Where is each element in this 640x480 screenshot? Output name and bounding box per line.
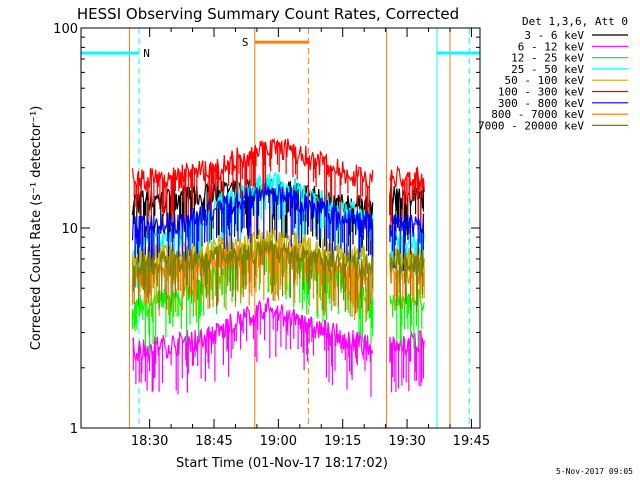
series-7000-20000-keV-keV: [131, 239, 425, 314]
legend-label: 25 - 50 keV: [511, 63, 584, 76]
series-300-800-keV-keV: [131, 182, 425, 275]
y-tick-label: 10: [61, 222, 78, 237]
annotation-label: N: [143, 47, 150, 60]
axes: 18:30 18:45 19:00 19:15 19:30 19:45 1 10 100: [53, 22, 490, 449]
annotation-layer: NS: [81, 36, 480, 60]
legend-label: 7000 - 20000 keV: [478, 119, 584, 132]
x-axis-label: Start Time (01-Nov-17 18:17:02): [176, 456, 388, 471]
series-trace: [131, 228, 374, 307]
legend-label: 3 - 6 keV: [524, 29, 584, 42]
x-tick-label: 19:00: [260, 434, 297, 449]
series-100-300-keV-keV: [131, 137, 425, 229]
series-trace: [131, 239, 374, 314]
chart-title: HESSI Observing Summary Count Rates, Cor…: [77, 5, 459, 23]
series-trace: [131, 137, 374, 228]
series-trace: [131, 182, 374, 275]
x-tick-label: 19:30: [388, 434, 425, 449]
legend-label: 50 - 100 keV: [505, 74, 585, 87]
x-tick-label: 19:15: [324, 434, 361, 449]
legend-label: 800 - 7000 keV: [491, 108, 584, 121]
legend-label: 300 - 800 keV: [498, 97, 584, 110]
series-6-12-keV-keV: [131, 297, 425, 397]
series-trace: [389, 329, 425, 393]
y-tick-label: 1: [70, 422, 78, 437]
legend-title: Det 1,3,6, Att 0: [522, 15, 628, 28]
series-trace: [389, 165, 425, 229]
series-trace: [131, 297, 374, 397]
legend-label: 100 - 300 keV: [498, 86, 584, 99]
legend-label: 6 - 12 keV: [518, 40, 585, 53]
series-trace: [389, 248, 425, 313]
y-axis-label: Corrected Count Rate (s⁻¹ detector⁻¹): [29, 106, 44, 351]
legend-label: 12 - 25 keV: [511, 52, 584, 65]
x-tick-label: 18:30: [131, 434, 168, 449]
x-tick-label: 19:45: [453, 434, 490, 449]
annotation-label: S: [242, 36, 249, 49]
series-trace: [131, 241, 374, 323]
x-tick-label: 18:45: [195, 434, 232, 449]
series-layer: [131, 137, 425, 397]
footer-date: 5-Nov-2017 09:05: [556, 467, 633, 476]
series-trace: [389, 213, 425, 275]
y-tick-label: 100: [53, 22, 78, 37]
